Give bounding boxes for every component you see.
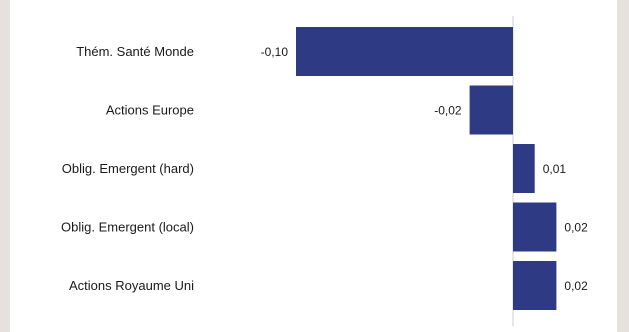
bar-5: [513, 261, 557, 310]
value-label: 0,02: [564, 279, 588, 293]
category-label: Actions Royaume Uni: [69, 278, 194, 293]
bar-chart: Thém. Santé Monde -0,10 Actions Europe -0,0…: [61, 16, 588, 326]
chart-card: Thém. Santé Monde -0,10 Actions Europe -0,0…: [10, 0, 617, 332]
bar-2: [469, 85, 513, 135]
category-label: Thém. Santé Monde: [76, 44, 194, 59]
category-label: Oblig. Emergent (local): [61, 220, 194, 235]
value-label: 0,01: [543, 162, 567, 176]
value-label: -0,10: [261, 45, 289, 59]
value-label: 0,02: [564, 221, 588, 235]
bar-1: [296, 27, 513, 76]
category-label: Oblig. Emergent (hard): [62, 161, 194, 176]
category-label: Actions Europe: [106, 103, 194, 118]
bar-4: [513, 202, 557, 252]
value-label: -0,02: [434, 104, 462, 118]
bar-3: [513, 144, 535, 193]
